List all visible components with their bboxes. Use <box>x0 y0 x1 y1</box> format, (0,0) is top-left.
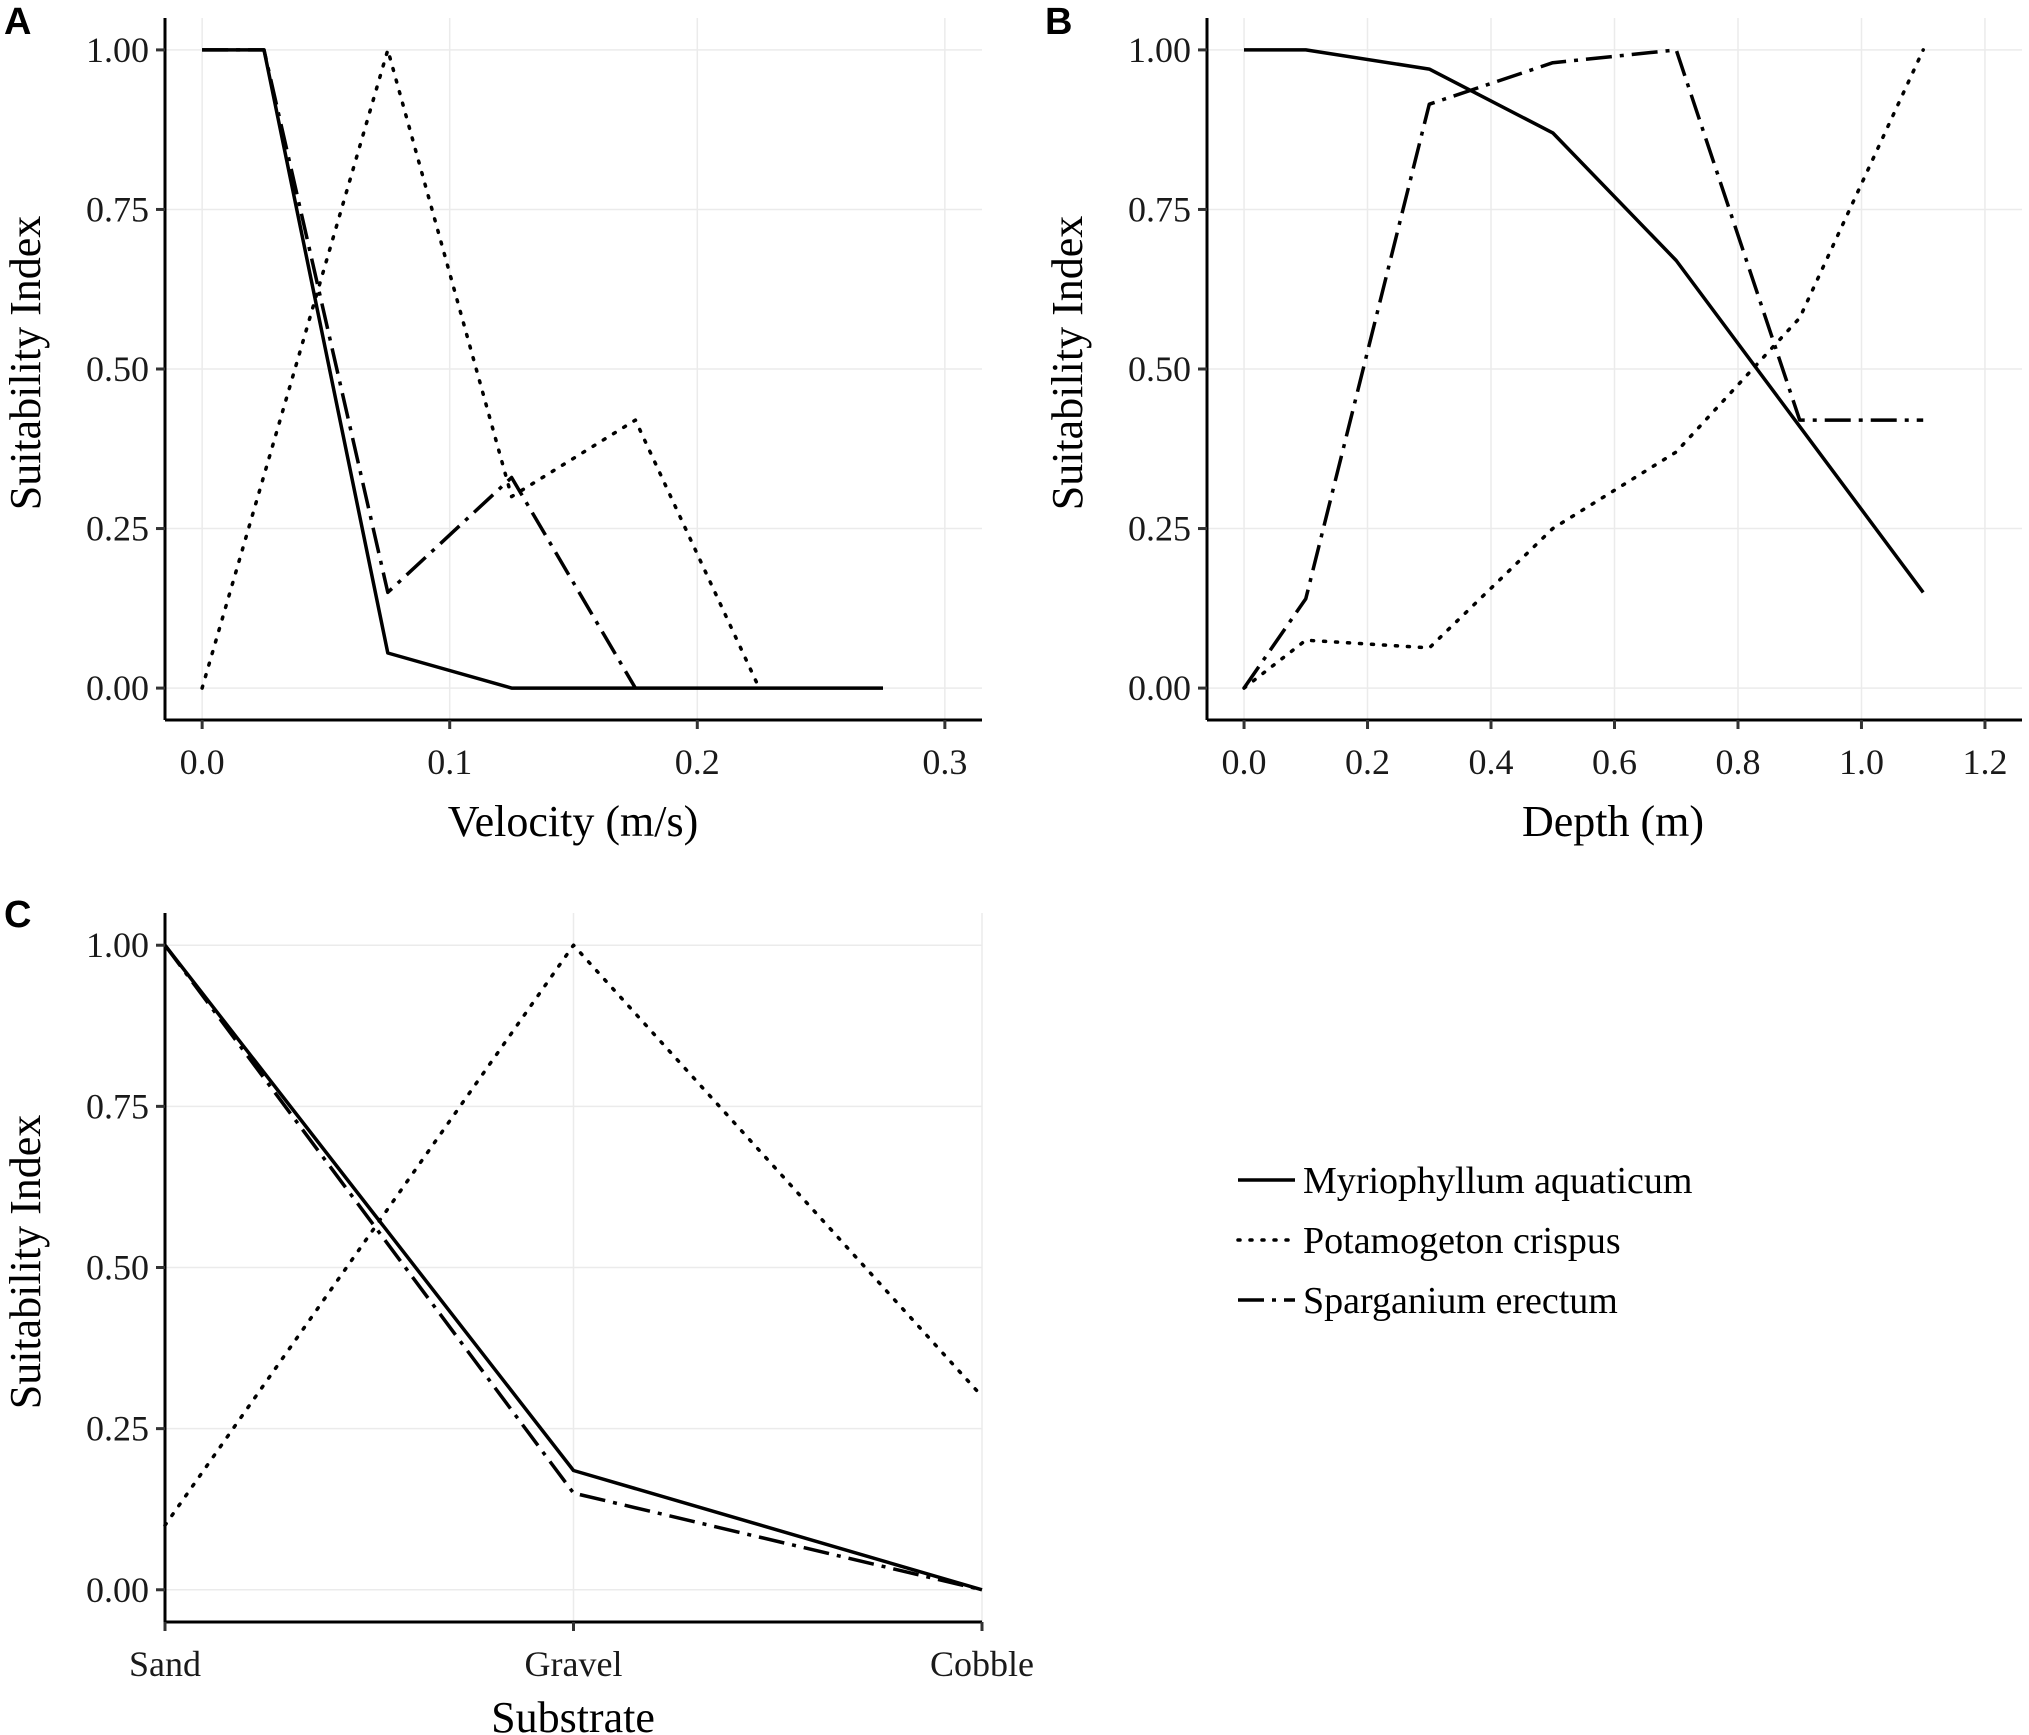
panel-c-tag: C <box>4 894 31 936</box>
panel-a-y-tick-label: 0.00 <box>86 668 149 708</box>
panel-b-series <box>1242 48 1925 690</box>
panel-c-series-dotted <box>163 943 984 1528</box>
panel-a-ticks: 0.00 0.25 0.50 0.75 1.00 0.0 0.1 0.2 0.3 <box>86 30 967 782</box>
panel-c-y-tick-label: 0.50 <box>86 1248 149 1288</box>
panel-c-x-tick-label: Sand <box>129 1644 201 1684</box>
panel-a-grid <box>165 18 982 720</box>
panel-a-y-tick-label: 0.75 <box>86 189 149 229</box>
panel-b-y-tick-label: 1.00 <box>1128 30 1191 70</box>
panel-b-x-axis-title: Depth (m) <box>1522 797 1704 846</box>
panel-b-y-tick-label: 0.50 <box>1128 349 1191 389</box>
legend-label-myriophyllum: Myriophyllum aquaticum <box>1303 1160 1692 1202</box>
panel-c-series-solid <box>163 944 983 1592</box>
panel-b-y-tick-label: 0.25 <box>1128 509 1191 549</box>
panel-b-series-dashdot <box>1242 48 1924 690</box>
panel-b-x-tick-label: 0.4 <box>1469 742 1514 782</box>
panel-b: B 0.00 0.25 0.50 0.75 1.00 0.0 0.2 0.4 0.6 0.8 1.0… <box>1043 1 2022 846</box>
panel-b-y-tick-label: 0.75 <box>1128 189 1191 229</box>
panel-b-series-solid <box>1244 48 1925 594</box>
panel-a-y-axis-title: Suitability Index <box>1 216 50 511</box>
panel-c-y-tick-label: 0.25 <box>86 1409 149 1449</box>
panel-b-y-axis-title: Suitability Index <box>1043 216 1092 511</box>
panel-a-x-tick-label: 0.1 <box>427 742 472 782</box>
panel-b-x-tick-label: 1.0 <box>1839 742 1884 782</box>
panel-c-x-tick-label: Cobble <box>930 1644 1034 1684</box>
panel-b-x-tick-label: 0.2 <box>1345 742 1390 782</box>
panel-a-y-tick-label: 0.50 <box>86 349 149 389</box>
panel-a-series-dashdot <box>202 48 637 689</box>
panel-c-y-axis-title: Suitability Index <box>1 1115 50 1410</box>
panel-a-y-tick-label: 0.25 <box>86 509 149 549</box>
panel-c-x-tick-label: Gravel <box>525 1644 623 1684</box>
legend: Myriophyllum aquaticum Potamogeton crisp… <box>1236 1160 1692 1322</box>
panel-a-x-tick-label: 0.0 <box>180 742 225 782</box>
panel-c-series <box>163 943 984 1592</box>
panel-b-grid <box>1207 18 2022 720</box>
panel-c-x-axis-title: Substrate <box>491 1693 655 1735</box>
panel-a-x-axis-title: Velocity (m/s) <box>448 797 699 846</box>
panel-a-x-tick-label: 0.2 <box>675 742 720 782</box>
panel-c-ticks: 0.00 0.25 0.50 0.75 1.00 Sand Gravel Cobble <box>86 925 1034 1684</box>
panel-b-series-dotted <box>1242 48 1925 690</box>
panel-b-x-tick-label: 1.2 <box>1962 742 2007 782</box>
panel-c-y-tick-label: 0.75 <box>86 1086 149 1126</box>
panel-c-y-tick-label: 1.00 <box>86 925 149 965</box>
panel-a-series-dotted <box>200 48 761 690</box>
panel-b-x-tick-label: 0.6 <box>1592 742 1637 782</box>
panel-a: A 0.00 0.25 0.50 0.75 1.00 0.0 0.1 0.2 0.3 Veloc… <box>1 1 982 846</box>
panel-c-grid <box>164 913 983 1622</box>
panel-b-x-tick-label: 0.8 <box>1715 742 1760 782</box>
panel-b-y-tick-label: 0.00 <box>1128 668 1191 708</box>
panel-a-y-tick-label: 1.00 <box>86 30 149 70</box>
legend-label-potamogeton: Potamogeton crispus <box>1303 1220 1621 1262</box>
panel-a-series <box>200 48 883 690</box>
panel-c: C 0.00 0.25 0.50 0.75 1.00 Sand Gravel Cobble S… <box>1 894 1034 1735</box>
panel-b-x-tick-label: 0.0 <box>1222 742 1267 782</box>
panel-b-tag: B <box>1045 1 1072 43</box>
panel-a-x-tick-label: 0.3 <box>922 742 967 782</box>
panel-a-tag: A <box>4 1 31 43</box>
legend-label-sparganium: Sparganium erectum <box>1303 1280 1618 1322</box>
panel-c-y-tick-label: 0.00 <box>86 1570 149 1610</box>
panel-b-ticks: 0.00 0.25 0.50 0.75 1.00 0.0 0.2 0.4 0.6 0.8 1.0 1.… <box>1128 30 2007 782</box>
